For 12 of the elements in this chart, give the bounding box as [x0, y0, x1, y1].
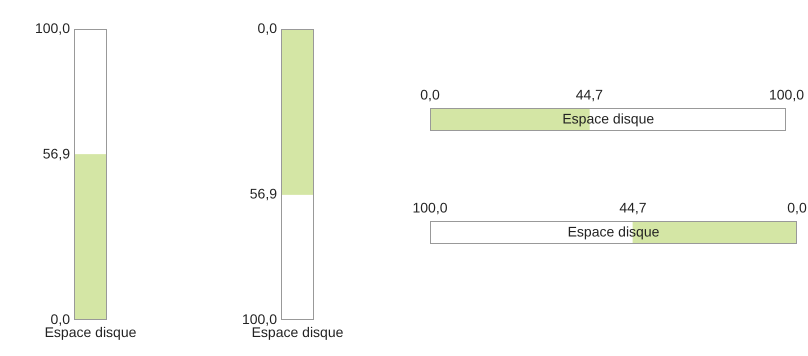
y-tick-label: 0,0	[258, 20, 278, 36]
x-tick-label: 0,0	[787, 199, 807, 216]
y-tick-label: 56,9	[42, 145, 70, 162]
y-tick-label: 0,0	[50, 310, 70, 327]
x-tick-label: 100,0	[768, 86, 804, 102]
x-tick-label: 0,0	[420, 86, 440, 102]
y-tick-label: 56,9	[250, 185, 278, 202]
y-tick-label: 100,0	[242, 310, 278, 327]
y-tick-label: 100,0	[34, 20, 70, 36]
x-tick-label: 44,7	[576, 86, 604, 102]
x-tick-label: 100,0	[412, 199, 448, 216]
x-tick-label: 44,7	[619, 199, 647, 216]
